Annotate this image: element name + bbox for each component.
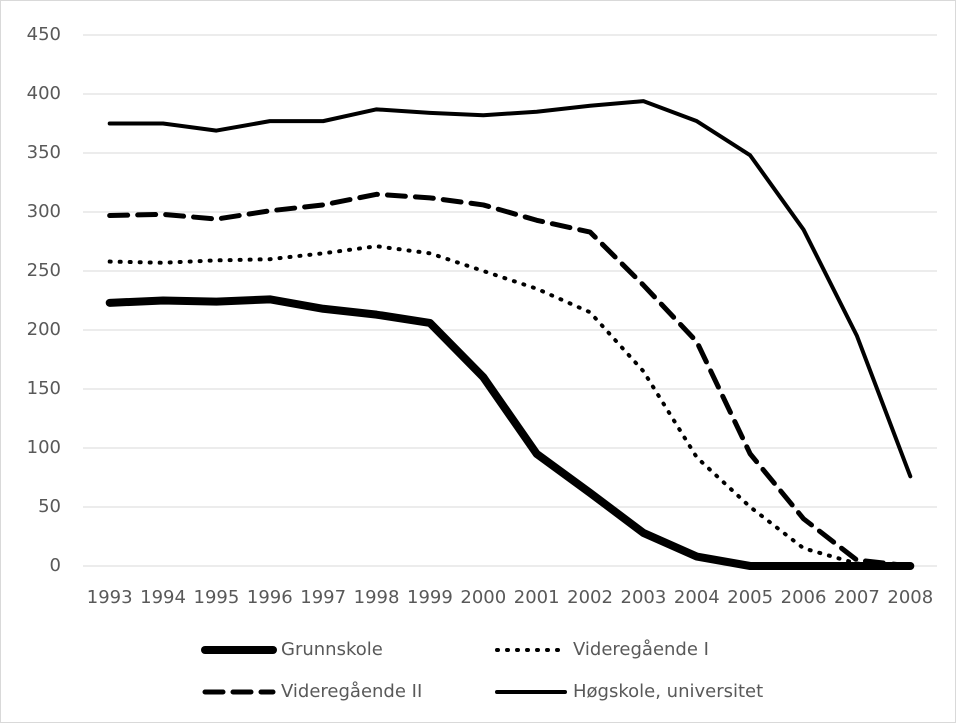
x-tick-label: 2001: [514, 587, 560, 608]
legend-label: Grunnskole: [281, 639, 383, 660]
y-tick-label: 400: [27, 83, 61, 104]
y-tick-label: 100: [27, 437, 61, 458]
y-tick-label: 50: [38, 496, 61, 517]
y-tick-label: 0: [50, 555, 61, 576]
x-tick-label: 2000: [460, 587, 506, 608]
x-tick-label: 2003: [621, 587, 667, 608]
x-tick-label: 2008: [887, 587, 933, 608]
x-tick-label: 1999: [407, 587, 453, 608]
x-tick-label: 2005: [727, 587, 773, 608]
y-tick-label: 300: [27, 201, 61, 222]
y-tick-label: 250: [27, 260, 61, 281]
series-line: [105, 295, 915, 570]
y-tick-label: 150: [27, 378, 61, 399]
legend-label: Videregående II: [281, 681, 422, 702]
x-tick-label: 2006: [781, 587, 827, 608]
legend-label: Videregående I: [573, 639, 709, 660]
x-tick-label: 1995: [194, 587, 240, 608]
x-tick-label: 2004: [674, 587, 720, 608]
x-tick-label: 2002: [567, 587, 613, 608]
x-tick-label: 2007: [834, 587, 880, 608]
series-line: [107, 191, 913, 569]
x-tick-label: 1993: [87, 587, 133, 608]
x-tick-label: 1997: [300, 587, 346, 608]
legend-label: Høgskole, universitet: [573, 681, 763, 702]
series-line: [107, 244, 913, 568]
y-tick-label: 450: [27, 24, 61, 45]
x-tick-label: 1996: [247, 587, 293, 608]
x-tick-label: 1994: [140, 587, 186, 608]
y-tick-label: 200: [27, 319, 61, 340]
y-tick-label: 350: [27, 142, 61, 163]
x-tick-label: 1998: [354, 587, 400, 608]
series-line: [107, 99, 913, 479]
